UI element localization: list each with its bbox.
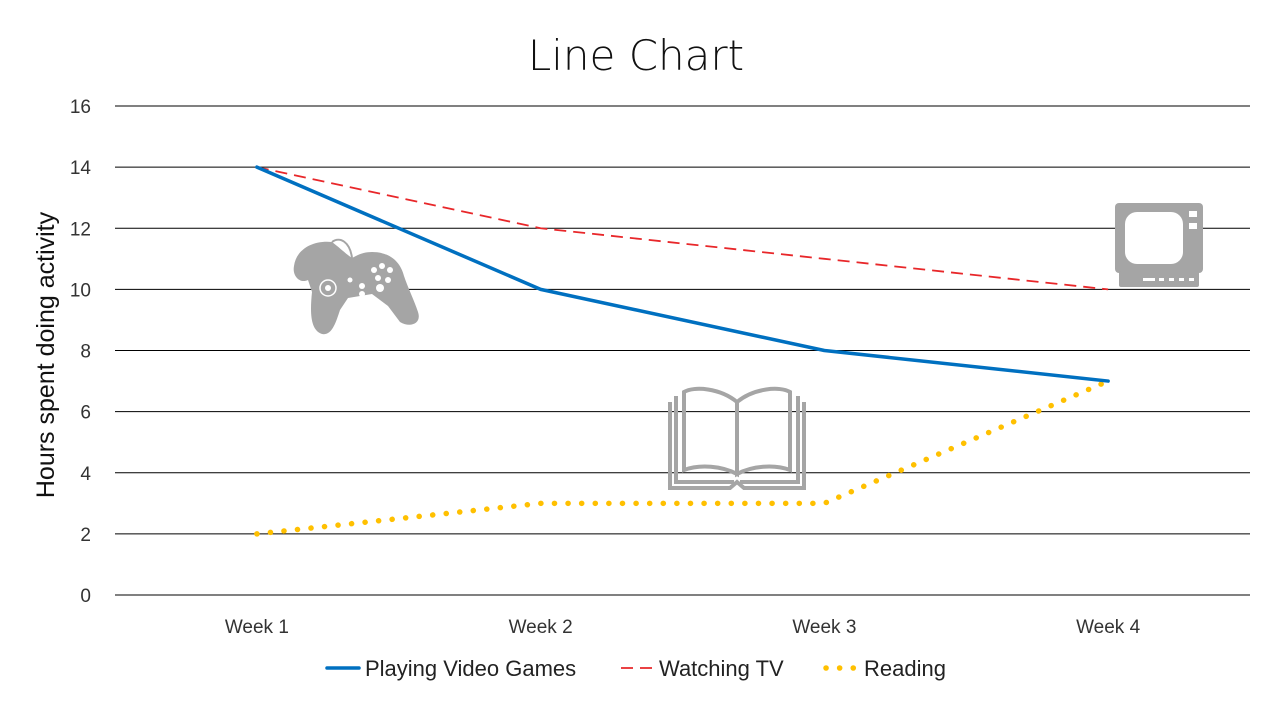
game-controller-icon <box>293 238 419 335</box>
x-tick-label: Week 3 <box>792 617 856 638</box>
gridlines <box>115 105 1250 596</box>
y-tick-label: 4 <box>80 464 91 485</box>
y-axis-ticks: 0 2 4 6 8 10 12 14 16 <box>70 97 92 607</box>
y-tick-label: 8 <box>80 342 91 363</box>
y-tick-label: 14 <box>70 158 92 179</box>
y-tick-label: 16 <box>70 97 91 118</box>
x-tick-label: Week 1 <box>225 617 289 638</box>
tv-icon <box>1115 203 1203 287</box>
book-icon <box>668 386 806 490</box>
legend-item: Reading <box>823 656 946 681</box>
legend-label: Watching TV <box>659 656 784 681</box>
x-tick-label: Week 2 <box>509 617 573 638</box>
chart-title: Line Chart <box>528 31 744 80</box>
y-tick-label: 10 <box>70 280 91 301</box>
legend-label: Reading <box>864 656 946 681</box>
x-tick-label: Week 4 <box>1076 617 1141 638</box>
y-tick-label: 6 <box>80 403 91 424</box>
legend-item: Playing Video Games <box>325 656 576 681</box>
y-axis-label: Hours spent doing activity <box>32 211 60 498</box>
y-tick-label: 2 <box>80 525 91 546</box>
y-tick-label: 0 <box>80 586 91 607</box>
x-axis-ticks: Week 1 Week 2 Week 3 Week 4 <box>225 617 1141 638</box>
series-line-reading <box>254 378 1111 537</box>
legend: Playing Video Games Watching TV Reading <box>325 656 946 681</box>
legend-label: Playing Video Games <box>365 656 576 681</box>
legend-item: Watching TV <box>621 656 784 681</box>
data-series <box>254 165 1111 537</box>
y-tick-label: 12 <box>70 219 91 240</box>
series-line-playing-video-games <box>255 165 1110 383</box>
